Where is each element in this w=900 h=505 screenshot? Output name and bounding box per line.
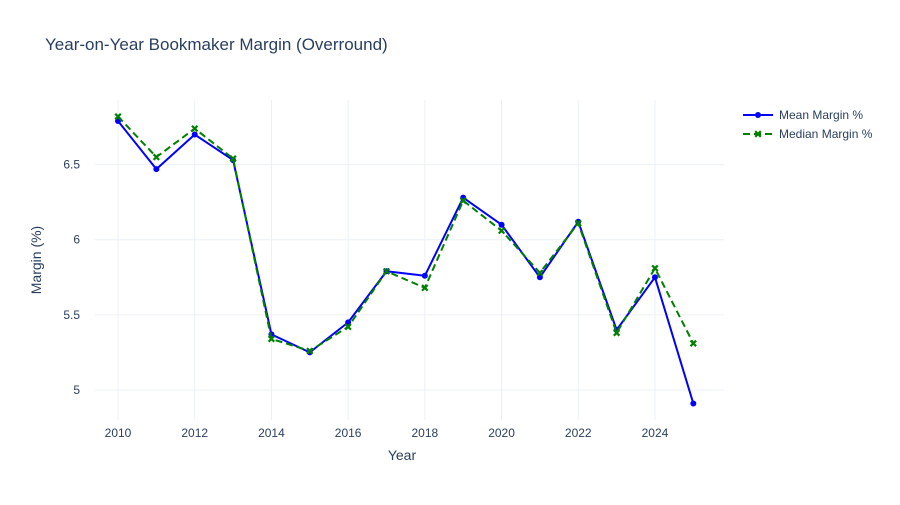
x-tick-label: 2016	[335, 426, 362, 440]
data-point	[689, 339, 697, 347]
grid	[95, 100, 724, 420]
data-point	[690, 400, 697, 407]
data-point	[382, 267, 391, 275]
x-tick-label: 2024	[642, 426, 669, 440]
y-axis-ticks: 5 5.5 6 6.5	[63, 158, 80, 397]
x-tick-label: 2014	[258, 426, 285, 440]
data-point	[153, 166, 160, 173]
legend-marker	[754, 130, 762, 138]
data-point	[651, 274, 658, 281]
data-point	[459, 197, 467, 205]
data-point	[306, 347, 314, 355]
x-tick-label: 2010	[105, 426, 132, 440]
series	[114, 112, 697, 407]
series-line	[117, 115, 695, 352]
data-point	[613, 329, 621, 337]
y-axis-label: Margin (%)	[28, 226, 44, 294]
y-tick-label: 6.5	[63, 158, 80, 172]
data-point	[497, 227, 506, 235]
data-point	[421, 272, 428, 279]
series-mean-margin	[115, 118, 697, 407]
data-point	[267, 335, 276, 343]
x-tick-label: 2012	[181, 426, 208, 440]
data-point	[114, 112, 122, 121]
y-tick-label: 5.5	[63, 308, 80, 322]
data-point	[651, 264, 659, 272]
series-line	[117, 120, 695, 404]
x-tick-label: 2018	[411, 426, 438, 440]
data-point	[191, 124, 199, 133]
legend-marker	[755, 112, 761, 118]
y-tick-label: 5	[73, 383, 80, 397]
data-point	[498, 221, 505, 228]
data-point	[421, 284, 429, 292]
x-axis-label: Year	[388, 447, 417, 463]
x-tick-label: 2022	[565, 426, 592, 440]
data-point	[229, 155, 237, 163]
data-point	[191, 131, 198, 138]
legend-item: Median Margin %	[743, 127, 873, 141]
chart-title: Year-on-Year Bookmaker Margin (Overround…	[45, 35, 388, 54]
legend-label: Median Margin %	[779, 127, 873, 141]
legend-label: Mean Margin %	[779, 108, 863, 122]
legend-item: Mean Margin %	[743, 108, 863, 122]
y-tick-label: 6	[73, 233, 80, 247]
data-point	[152, 153, 160, 161]
data-point	[536, 269, 544, 277]
data-point	[574, 219, 582, 227]
data-point	[344, 323, 352, 331]
x-axis-ticks: 2010 2012 2014 2016 2018 2020 2022 2024	[105, 426, 669, 440]
x-tick-label: 2020	[488, 426, 515, 440]
series-median-margin	[114, 112, 697, 355]
legend: Mean Margin % Median Margin %	[743, 108, 873, 141]
